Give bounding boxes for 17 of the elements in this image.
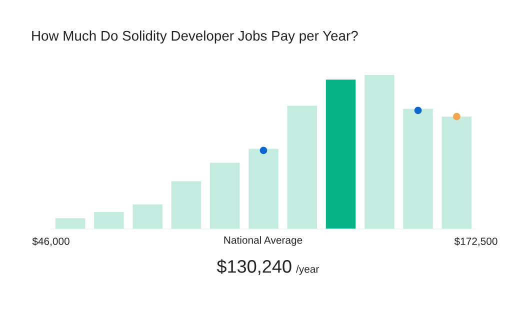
bar (94, 212, 124, 229)
x-tick-label: $46,000 (32, 237, 70, 246)
bar (442, 116, 472, 229)
x-tick-label: $172,500 (454, 237, 498, 246)
text: $130,240 (216, 259, 292, 275)
bar (364, 75, 394, 229)
bar (171, 181, 202, 229)
bar (132, 204, 162, 229)
chart-title: How Much Do Solidity Developer Jobs Pay per Year? (32, 30, 358, 44)
bar (403, 108, 433, 229)
bar (210, 162, 240, 229)
bar (248, 148, 278, 229)
bar (287, 106, 318, 229)
text: /year (296, 265, 319, 275)
bar (55, 218, 86, 229)
text: National Average (224, 236, 302, 246)
bar (326, 80, 356, 229)
